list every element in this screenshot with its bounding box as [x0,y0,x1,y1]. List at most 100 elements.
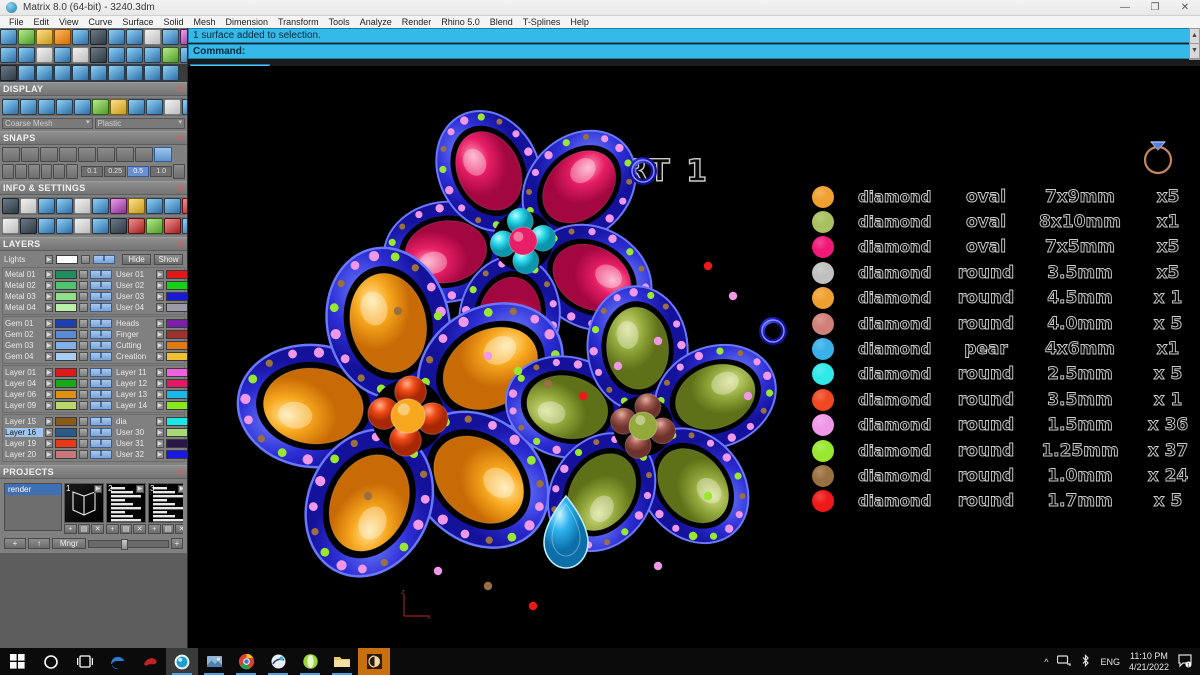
menu-item-tools[interactable]: Tools [328,17,350,27]
chevron-right-icon[interactable]: ▶ [156,292,164,301]
visibility-toggle[interactable] [90,281,112,290]
layer-row[interactable]: User 02 ▶ [115,280,187,291]
info-panel-header[interactable]: INFO & SETTINGS ✕ [0,182,187,195]
visibility-toggle[interactable] [90,379,112,388]
toolbar-icon[interactable] [38,198,55,214]
layer-name-label[interactable]: Layer 06 [5,390,37,399]
cortana-circle-icon[interactable] [34,648,68,675]
lock-icon[interactable] [79,341,88,350]
chevron-right-icon[interactable]: ▶ [94,485,102,493]
thumbnail-image[interactable]: 3▶ [148,483,183,523]
mesh-quality-select[interactable]: Coarse Mesh [2,118,93,129]
menu-item-solid[interactable]: Solid [163,17,184,27]
visibility-toggle[interactable] [90,401,112,410]
snap-value-0.1[interactable]: 0.1 [81,166,104,177]
layer-row[interactable]: Layer 12 ▶ [115,378,187,389]
layer-name-label[interactable]: Layer 13 [116,390,148,399]
toolbar-icon[interactable] [144,29,161,45]
chevron-right-icon[interactable]: ▶ [45,417,53,426]
lock-icon[interactable] [79,417,88,426]
close-button[interactable]: ✕ [1180,2,1190,13]
layer-row[interactable]: User 31 ▶ [115,438,187,449]
layer-name-label[interactable]: Layer 16 [5,428,43,437]
layer-row[interactable]: Finger ▶ [115,329,187,340]
chevron-right-icon[interactable]: ▶ [178,485,183,493]
layer-color-swatch[interactable] [55,439,77,448]
layer-color-swatch[interactable] [166,319,187,328]
hide-button[interactable]: Hide [122,254,151,265]
toolbar-icon[interactable] [36,47,53,63]
keyshot-icon[interactable] [262,648,294,675]
lock-icon[interactable] [79,292,88,301]
chevron-right-icon[interactable]: ▶ [136,485,144,493]
layer-name-label[interactable]: Layer 01 [5,368,37,377]
toolbar-icon[interactable] [110,99,127,115]
layer-name-label[interactable]: Metal 01 [5,270,36,279]
toolbar-icon[interactable] [18,29,35,45]
chevron-right-icon[interactable]: ▶ [156,281,164,290]
layer-name-label[interactable]: Cutting [116,341,142,350]
toolbar-icon[interactable] [182,218,187,234]
chrome-icon[interactable] [230,648,262,675]
visibility-toggle[interactable] [90,439,112,448]
matrix-icon[interactable] [166,648,198,675]
toolbar-icon[interactable] [180,29,187,45]
menu-item-help[interactable]: Help [570,17,589,27]
layer-name-label[interactable]: User 31 [116,439,145,448]
bluetooth-icon[interactable] [1080,654,1091,669]
toolbar-icon[interactable] [54,47,71,63]
chevron-right-icon[interactable]: ▶ [45,281,53,290]
toolbar-icon[interactable] [128,99,145,115]
visibility-toggle[interactable] [90,450,112,459]
layer-color-swatch[interactable] [55,330,77,339]
layer-color-swatch[interactable] [55,401,77,410]
layer-color-swatch[interactable] [55,281,77,290]
layer-name-label[interactable]: Metal 03 [5,292,36,301]
layer-name-label[interactable]: User 03 [116,292,145,301]
toolbar-icon[interactable] [164,99,181,115]
toolbar-icon[interactable] [0,65,17,81]
layer-name-label[interactable]: User 04 [116,303,145,312]
toolbar-icon[interactable] [20,218,37,234]
toolbar-icon[interactable] [74,198,91,214]
snap-mode-button[interactable] [135,147,153,162]
toolbar-icon[interactable] [144,47,161,63]
menu-item-transform[interactable]: Transform [278,17,319,27]
projects-add-button[interactable]: + [171,538,183,549]
matrix-active-icon[interactable] [358,648,390,675]
layer-row[interactable]: Layer 13 ▶ [115,389,187,400]
jewelry-render[interactable] [188,66,1200,648]
chevron-right-icon[interactable]: ▶ [156,330,164,339]
layer-color-swatch[interactable] [166,417,187,426]
layer-name-label[interactable]: User 32 [116,450,145,459]
layer-color-swatch[interactable] [166,401,187,410]
thumbnail-button[interactable]: ▤ [77,524,91,534]
layer-color-swatch[interactable] [166,270,187,279]
layer-row[interactable]: Layer 04 ▶ [4,378,113,389]
toolbar-icon[interactable] [162,65,179,81]
layer-row[interactable]: dia ▶ [115,416,187,427]
toolbar-icon[interactable] [36,65,53,81]
toolbar-icon[interactable] [144,65,161,81]
layer-row[interactable]: Cutting ▶ [115,340,187,351]
layer-color-swatch[interactable] [55,303,77,312]
chevron-right-icon[interactable]: ▶ [45,368,53,377]
snap-value-1.0[interactable]: 1.0 [150,166,173,177]
snap-tool-button[interactable] [66,164,79,179]
toolbar-icon[interactable] [182,99,187,115]
chevron-right-icon[interactable]: ▶ [45,401,53,410]
toolbar-icon[interactable] [162,47,179,63]
layer-color-swatch[interactable] [55,319,77,328]
layer-color-swatch[interactable] [55,450,77,459]
layer-row[interactable]: Gem 03 ▶ [4,340,113,351]
menu-item-render[interactable]: Render [401,17,432,27]
layer-color-swatch[interactable] [55,390,77,399]
lock-icon[interactable] [81,255,90,264]
project-list-item[interactable]: render [5,484,61,495]
layer-row[interactable]: Layer 01 ▶ [4,367,113,378]
layer-name-label[interactable]: Metal 02 [5,281,36,290]
layer-color-swatch[interactable] [55,352,77,361]
layer-name-label[interactable]: Layer 20 [5,450,37,459]
visibility-toggle[interactable] [90,270,112,279]
menu-item-mesh[interactable]: Mesh [193,17,216,27]
